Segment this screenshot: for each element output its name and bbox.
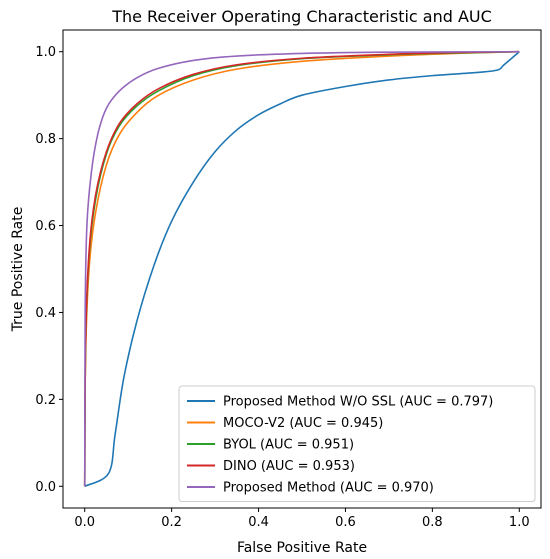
legend-entry-label: BYOL (AUC = 0.951) xyxy=(223,438,354,453)
roc-curve-series-0 xyxy=(84,51,520,488)
y-tick-label: 0.0 xyxy=(35,480,56,495)
legend-box xyxy=(178,385,536,502)
y-tick-label: 0.4 xyxy=(35,306,56,321)
roc-curves xyxy=(83,50,520,488)
y-axis-label: True Positive Rate xyxy=(10,207,26,333)
chart-title: The Receiver Operating Characteristic an… xyxy=(111,7,492,26)
x-tick-label: 0.8 xyxy=(422,515,443,530)
roc-curve-series-4 xyxy=(83,50,520,487)
roc-curve-series-3 xyxy=(83,50,520,487)
y-tick-label: 0.8 xyxy=(35,132,56,147)
legend-entry-label: DINO (AUC = 0.953) xyxy=(223,459,355,474)
legend-entry-label: Proposed Method (AUC = 0.970) xyxy=(223,481,434,496)
x-tick-label: 0.4 xyxy=(248,515,269,530)
x-axis-label: False Positive Rate xyxy=(237,540,367,556)
x-tick-label: 0.2 xyxy=(161,515,182,530)
legend: Proposed Method W/O SSL (AUC = 0.797) MOC… xyxy=(178,385,536,502)
plot-area xyxy=(62,29,542,509)
y-tick-label: 0.6 xyxy=(35,219,56,234)
axis-ticks: 0.0 0.2 0.4 0.6 0.8 1.0 0.0 0.2 0.4 0.6 0.8 1.0 xyxy=(35,45,529,530)
y-tick-label: 1.0 xyxy=(35,45,56,60)
legend-entry-label: MOCO-V2 (AUC = 0.945) xyxy=(223,416,383,431)
x-tick-label: 1.0 xyxy=(509,515,530,530)
x-tick-label: 0.6 xyxy=(335,515,356,530)
x-tick-label: 0.0 xyxy=(74,515,95,530)
y-tick-label: 0.2 xyxy=(35,393,56,408)
legend-entry-label: Proposed Method W/O SSL (AUC = 0.797) xyxy=(223,395,493,410)
